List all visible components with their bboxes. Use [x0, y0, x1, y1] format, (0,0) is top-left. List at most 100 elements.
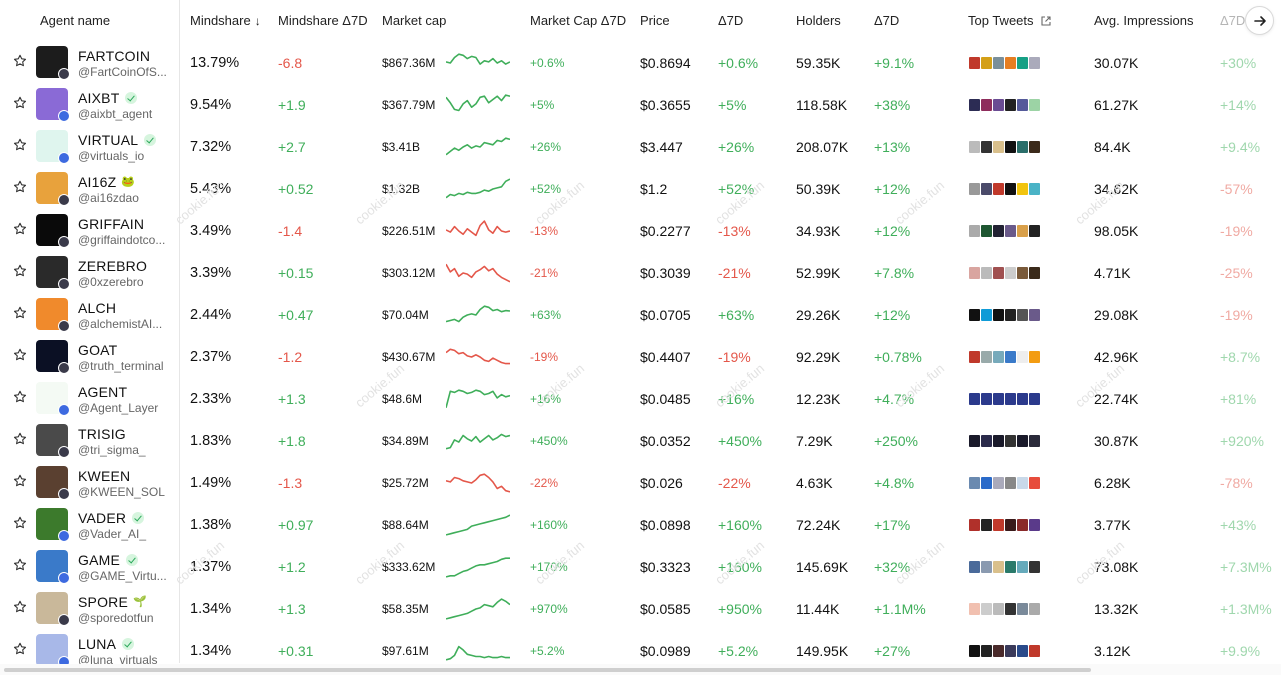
favorite-star-icon[interactable]	[13, 138, 27, 152]
tweet-author-avatar[interactable]	[1028, 350, 1041, 364]
agent-handle[interactable]: @GAME_Virtu...	[78, 569, 167, 583]
agent-handle[interactable]: @tri_sigma_	[78, 443, 146, 457]
top-tweets-avatars[interactable]	[968, 602, 1041, 616]
top-tweets-avatars[interactable]	[968, 644, 1041, 658]
favorite-star-icon[interactable]	[13, 600, 27, 614]
col-top-tweets[interactable]: Top Tweets	[968, 0, 1051, 42]
favorite-star-icon[interactable]	[13, 390, 27, 404]
agent-handle[interactable]: @KWEEN_SOL	[78, 485, 165, 499]
agent-handle[interactable]: @0xzerebro	[78, 275, 144, 289]
tweet-author-avatar[interactable]	[1028, 602, 1041, 616]
agent-identity[interactable]: VIRTUAL @virtuals_io	[78, 131, 157, 163]
col-agent-name[interactable]: Agent name	[40, 0, 110, 42]
agent-handle[interactable]: @Vader_AI_	[78, 527, 146, 541]
horizontal-scrollbar-thumb[interactable]	[4, 668, 1091, 672]
tweet-author-avatar[interactable]	[1028, 56, 1041, 70]
tweet-author-avatar[interactable]	[1028, 140, 1041, 154]
favorite-star-icon[interactable]	[13, 222, 27, 236]
tweet-author-avatar[interactable]	[1028, 434, 1041, 448]
table-row[interactable]: GRIFFAIN @griffaindotco... 3.49% -1.4 $2…	[0, 210, 1281, 252]
tweet-author-avatar[interactable]	[1028, 476, 1041, 490]
col-price[interactable]: Price	[640, 0, 670, 42]
favorite-star-icon[interactable]	[13, 54, 27, 68]
table-row[interactable]: TRISIG @tri_sigma_ 1.83% +1.8 $34.89M +4…	[0, 420, 1281, 462]
favorite-star-icon[interactable]	[13, 516, 27, 530]
agent-handle[interactable]: @ai16zdao	[78, 191, 139, 205]
favorite-star-icon[interactable]	[13, 306, 27, 320]
table-row[interactable]: VIRTUAL @virtuals_io 7.32% +2.7 $3.41B +…	[0, 126, 1281, 168]
col-market-cap[interactable]: Market cap	[382, 0, 446, 42]
favorite-star-icon[interactable]	[13, 642, 27, 656]
agent-handle[interactable]: @luna_virtuals	[78, 653, 158, 667]
table-row[interactable]: SPORE 🌱 @sporedotfun 1.34% +1.3 $58.35M +…	[0, 588, 1281, 630]
agent-identity[interactable]: ZEREBRO @0xzerebro	[78, 257, 147, 290]
top-tweets-avatars[interactable]	[968, 98, 1041, 112]
favorite-star-icon[interactable]	[13, 348, 27, 362]
tweet-author-avatar[interactable]	[1028, 644, 1041, 658]
favorite-star-icon[interactable]	[13, 432, 27, 446]
agent-identity[interactable]: VADER @Vader_AI_	[78, 509, 146, 542]
col-mindshare-d7[interactable]: Mindshare Δ7D	[278, 0, 368, 42]
top-tweets-avatars[interactable]	[968, 140, 1041, 154]
agent-handle[interactable]: @sporedotfun	[78, 611, 154, 625]
favorite-star-icon[interactable]	[13, 96, 27, 110]
col-holders[interactable]: Holders	[796, 0, 841, 42]
agent-identity[interactable]: GRIFFAIN @griffaindotco...	[78, 215, 166, 248]
top-tweets-avatars[interactable]	[968, 56, 1041, 70]
table-row[interactable]: AGENT @Agent_Layer 2.33% +1.3 $48.6M +16…	[0, 378, 1281, 420]
top-tweets-avatars[interactable]	[968, 434, 1041, 448]
tweet-author-avatar[interactable]	[1028, 224, 1041, 238]
favorite-star-icon[interactable]	[13, 264, 27, 278]
agent-identity[interactable]: SPORE 🌱 @sporedotfun	[78, 593, 154, 626]
top-tweets-avatars[interactable]	[968, 476, 1041, 490]
col-impressions-d7[interactable]: Δ7D	[1220, 0, 1245, 42]
table-row[interactable]: LUNA @luna_virtuals 1.34% +0.31 $97.61M …	[0, 630, 1281, 672]
col-market-cap-d7[interactable]: Market Cap Δ7D	[530, 0, 626, 42]
top-tweets-avatars[interactable]	[968, 182, 1041, 196]
table-row[interactable]: FARTCOIN @FartCoinOfS... 13.79% -6.8 $86…	[0, 42, 1281, 84]
agent-handle[interactable]: @truth_terminal	[78, 359, 164, 373]
col-price-d7[interactable]: Δ7D	[718, 0, 743, 42]
tweet-author-avatar[interactable]	[1028, 392, 1041, 406]
top-tweets-avatars[interactable]	[968, 266, 1041, 280]
tweet-author-avatar[interactable]	[1028, 266, 1041, 280]
top-tweets-avatars[interactable]	[968, 392, 1041, 406]
tweet-author-avatar[interactable]	[1028, 518, 1041, 532]
col-holders-d7[interactable]: Δ7D	[874, 0, 899, 42]
agent-handle[interactable]: @alchemistAI...	[78, 317, 163, 331]
col-mindshare[interactable]: Mindshare ↓	[190, 0, 261, 42]
favorite-star-icon[interactable]	[13, 180, 27, 194]
table-row[interactable]: KWEEN @KWEEN_SOL 1.49% -1.3 $25.72M -22%…	[0, 462, 1281, 504]
agent-identity[interactable]: ALCH @alchemistAI...	[78, 299, 163, 332]
favorite-star-icon[interactable]	[13, 474, 27, 488]
agent-identity[interactable]: LUNA @luna_virtuals	[78, 635, 158, 668]
table-row[interactable]: AI16Z 🐸 @ai16zdao 5.43% +0.52 $1.32B +52%…	[0, 168, 1281, 210]
tweet-author-avatar[interactable]	[1028, 182, 1041, 196]
table-row[interactable]: VADER @Vader_AI_ 1.38% +0.97 $88.64M +16…	[0, 504, 1281, 546]
agent-identity[interactable]: FARTCOIN @FartCoinOfS...	[78, 47, 167, 80]
table-row[interactable]: AIXBT @aixbt_agent 9.54% +1.9 $367.79M +…	[0, 84, 1281, 126]
agent-identity[interactable]: AI16Z 🐸 @ai16zdao	[78, 173, 139, 206]
top-tweets-avatars[interactable]	[968, 224, 1041, 238]
table-row[interactable]: GOAT @truth_terminal 2.37% -1.2 $430.67M…	[0, 336, 1281, 378]
table-row[interactable]: ALCH @alchemistAI... 2.44% +0.47 $70.04M…	[0, 294, 1281, 336]
agent-identity[interactable]: AGENT @Agent_Layer	[78, 383, 159, 416]
top-tweets-avatars[interactable]	[968, 308, 1041, 322]
top-tweets-avatars[interactable]	[968, 560, 1041, 574]
agent-handle[interactable]: @aixbt_agent	[78, 107, 153, 121]
tweet-author-avatar[interactable]	[1028, 98, 1041, 112]
agent-handle[interactable]: @FartCoinOfS...	[78, 65, 167, 79]
scroll-right-button[interactable]	[1245, 6, 1274, 35]
table-row[interactable]: ZEREBRO @0xzerebro 3.39% +0.15 $303.12M …	[0, 252, 1281, 294]
top-tweets-avatars[interactable]	[968, 350, 1041, 364]
agent-identity[interactable]: AIXBT @aixbt_agent	[78, 89, 153, 122]
favorite-star-icon[interactable]	[13, 558, 27, 572]
agent-handle[interactable]: @griffaindotco...	[78, 233, 166, 247]
agent-handle[interactable]: @virtuals_io	[78, 149, 145, 163]
agent-handle[interactable]: @Agent_Layer	[78, 401, 159, 415]
tweet-author-avatar[interactable]	[1028, 560, 1041, 574]
table-row[interactable]: GAME @GAME_Virtu... 1.37% +1.2 $333.62M …	[0, 546, 1281, 588]
agent-identity[interactable]: TRISIG @tri_sigma_	[78, 425, 146, 458]
top-tweets-avatars[interactable]	[968, 518, 1041, 532]
tweet-author-avatar[interactable]	[1028, 308, 1041, 322]
